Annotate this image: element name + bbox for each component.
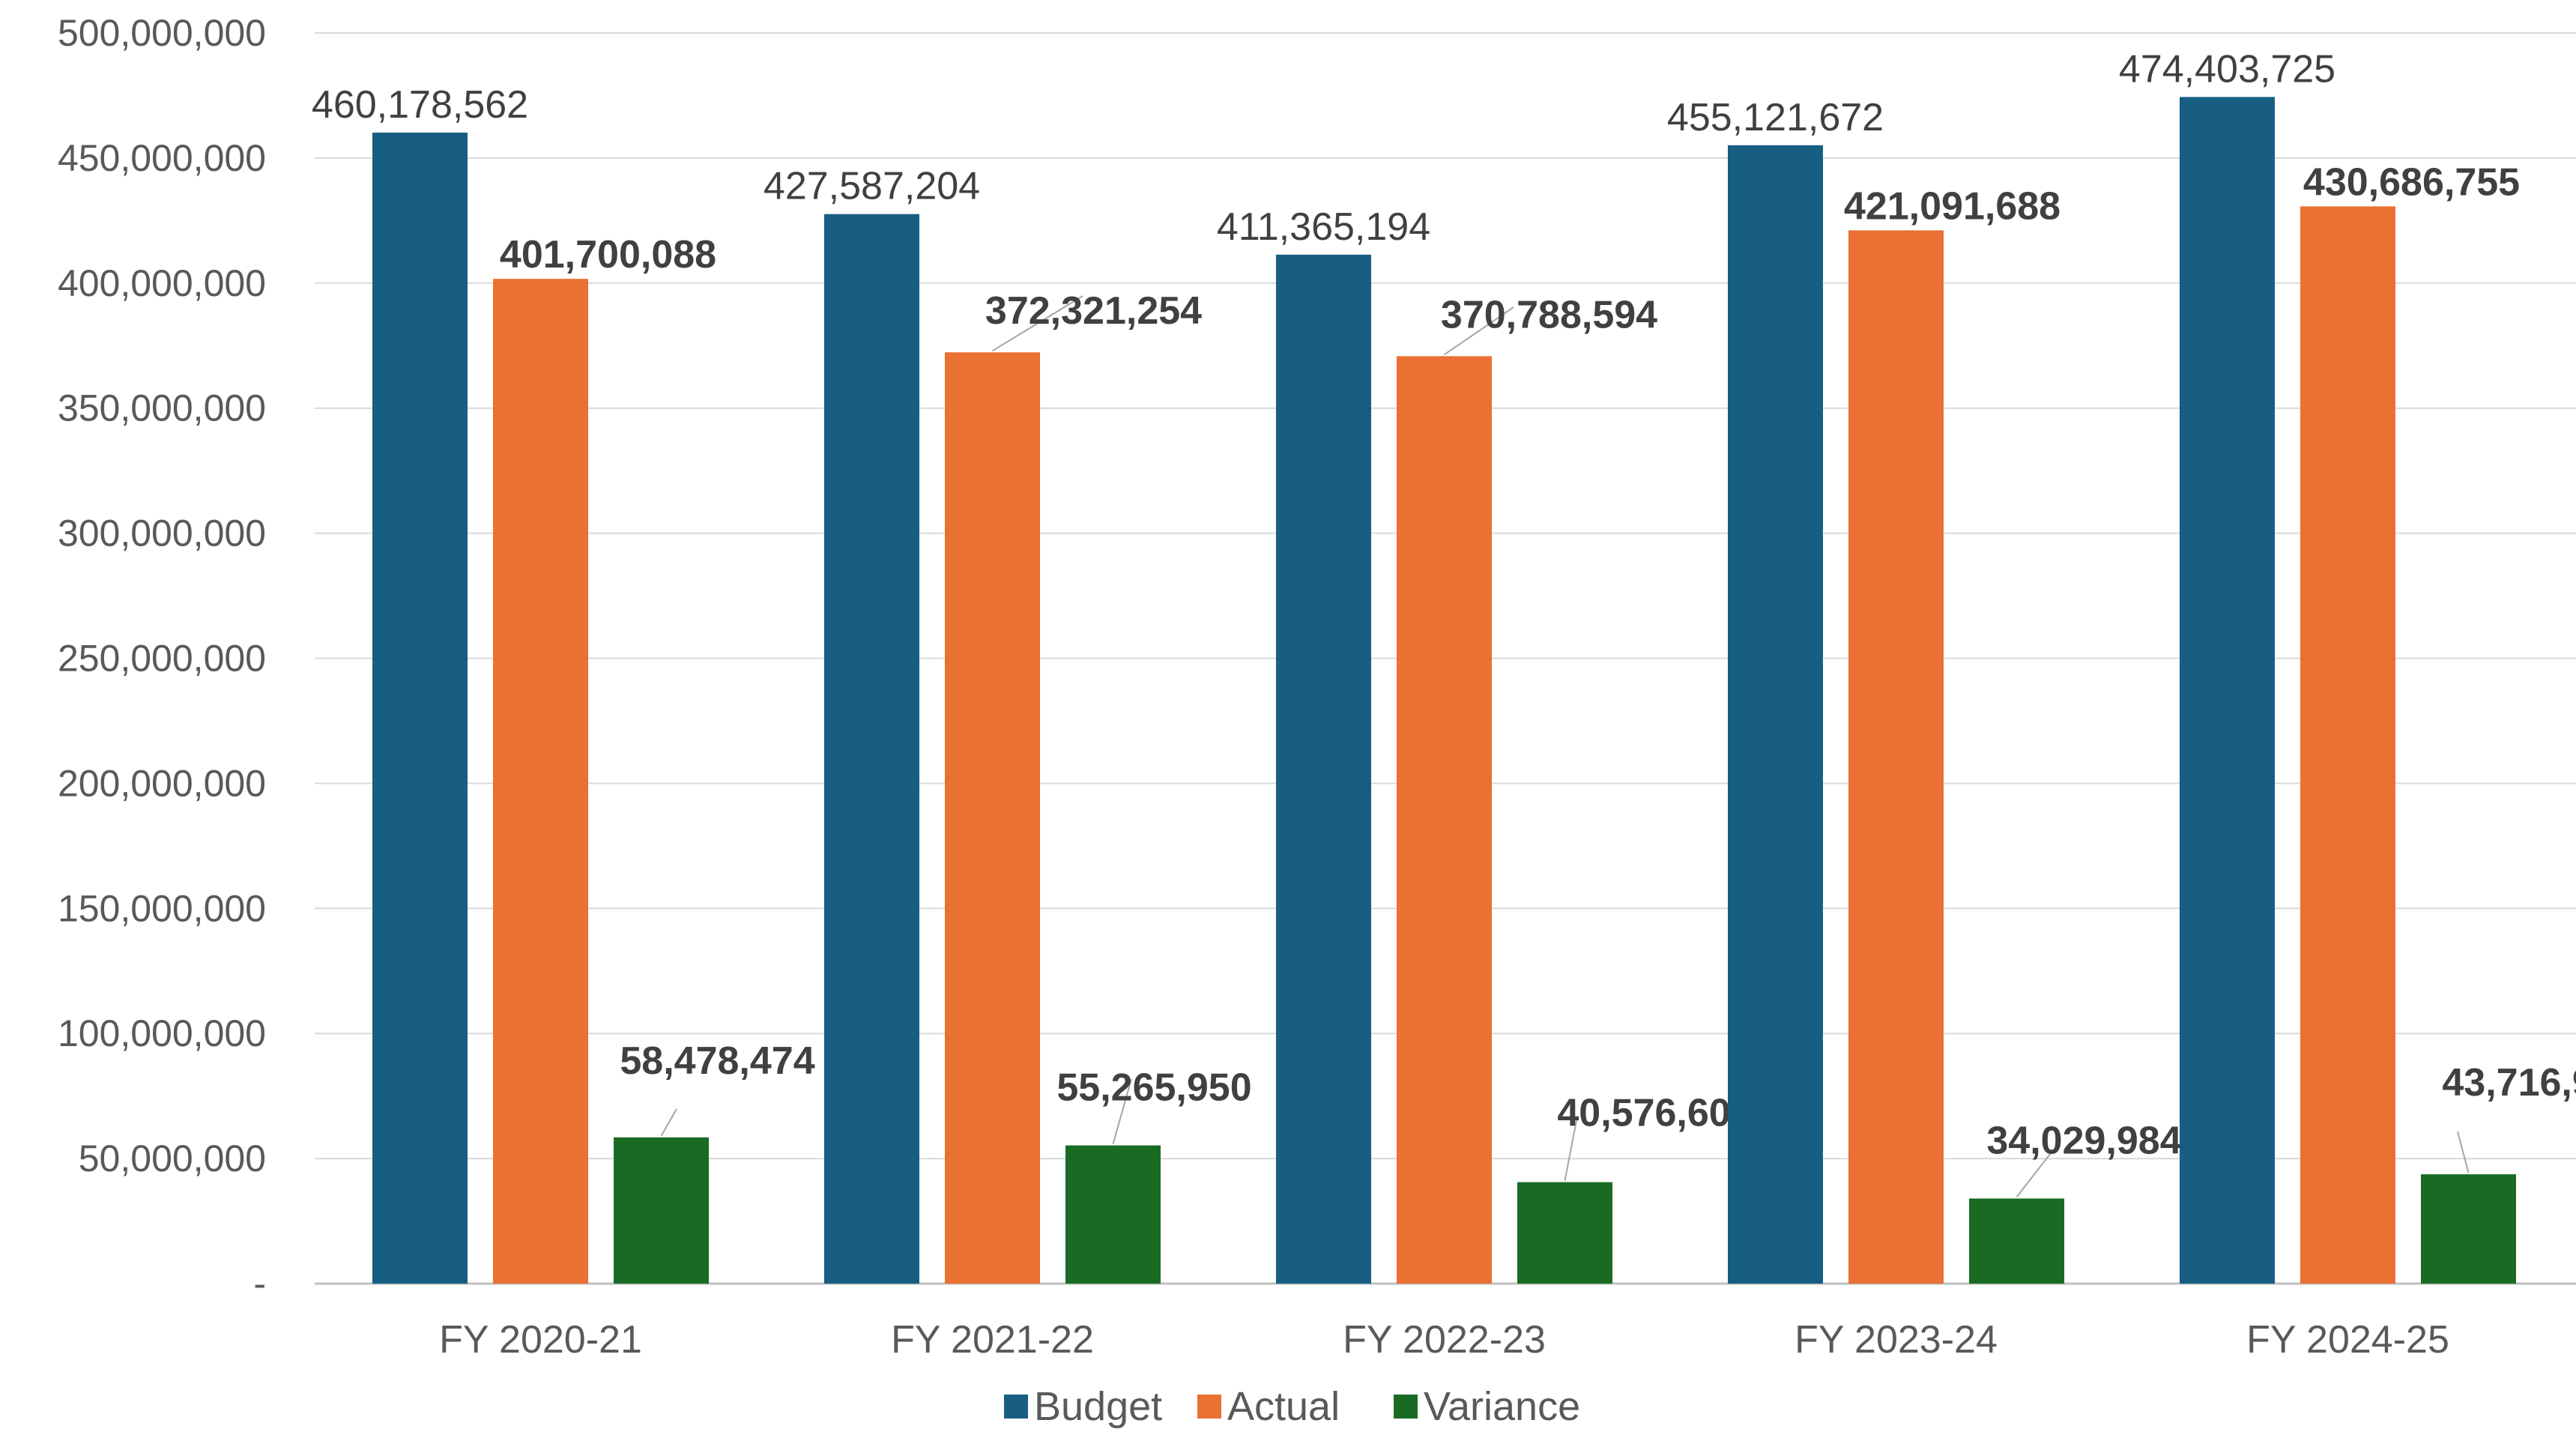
bar-actual-1: [493, 279, 588, 1284]
legend-swatch-actual: [1197, 1395, 1221, 1419]
y-tick-label: 250,000,000: [58, 638, 266, 680]
data-label-variance: 40,576,600: [1557, 1092, 1752, 1135]
bar-budget-2: [824, 214, 919, 1284]
data-label-variance: 55,265,950: [1056, 1066, 1251, 1110]
data-label-leader-line: [2016, 1150, 2054, 1198]
data-label-leader-line: [1564, 1116, 1578, 1181]
data-label-actual: 401,700,088: [500, 233, 716, 277]
data-label-variance: 43,716,970: [2442, 1061, 2576, 1105]
x-tick-label: FY 2024-25: [2246, 1318, 2449, 1362]
legend-label-variance: Variance: [1424, 1384, 1580, 1429]
bar-variance-1: [614, 1137, 709, 1284]
data-label-actual: 421,091,688: [1844, 184, 2061, 228]
data-label-leader-line: [991, 295, 1083, 352]
bar-budget-3: [1276, 254, 1371, 1284]
y-tick-label: 450,000,000: [58, 137, 266, 179]
y-tick-label: 100,000,000: [58, 1012, 266, 1054]
data-label-leader-line: [660, 1108, 677, 1137]
y-tick-label: 50,000,000: [79, 1138, 266, 1179]
bar-variance-2: [1065, 1145, 1161, 1284]
bar-variance-5: [2421, 1174, 2516, 1284]
bar-budget-5: [2180, 97, 2275, 1284]
x-tick-label: FY 2020-21: [439, 1318, 642, 1362]
x-tick-label: FY 2023-24: [1795, 1318, 1998, 1362]
data-label-budget: 474,403,725: [2119, 47, 2335, 91]
data-label-actual: 370,788,594: [1441, 293, 1657, 336]
legend-label-actual: Actual: [1227, 1384, 1340, 1429]
data-label-leader-line: [1112, 1078, 1132, 1144]
y-tick-label: 350,000,000: [58, 387, 266, 429]
legend-swatch-variance: [1394, 1395, 1418, 1419]
data-label-actual: 430,686,755: [2303, 160, 2520, 204]
bar-variance-3: [1517, 1182, 1612, 1284]
bar-budget-1: [372, 132, 468, 1284]
legend-label-budget: Budget: [1034, 1384, 1162, 1429]
data-label-leader-line: [2457, 1131, 2470, 1173]
data-label-budget: 411,365,194: [1217, 205, 1430, 249]
y-tick-label: 300,000,000: [58, 513, 266, 555]
data-label-budget: 427,587,204: [764, 165, 980, 208]
y-tick-label: 400,000,000: [58, 262, 266, 304]
data-label-actual: 372,321,254: [985, 289, 1202, 333]
bar-variance-4: [1969, 1198, 2064, 1284]
legend-swatch-budget: [1004, 1395, 1028, 1419]
bar-actual-3: [1397, 356, 1492, 1284]
bar-actual-4: [1848, 230, 1944, 1284]
data-label-variance: 58,478,474: [620, 1039, 814, 1083]
data-label-budget: 455,121,672: [1667, 96, 1884, 139]
x-tick-label: FY 2021-22: [891, 1318, 1094, 1362]
y-tick-label: -: [253, 1263, 266, 1305]
x-tick-label: FY 2022-23: [1343, 1318, 1546, 1362]
y-tick-label: 500,000,000: [58, 12, 266, 54]
y-tick-label: 200,000,000: [58, 762, 266, 804]
data-label-budget: 460,178,562: [312, 83, 528, 127]
data-label-variance: 34,029,984: [1986, 1119, 2181, 1162]
bar-actual-2: [945, 352, 1040, 1284]
y-tick-label: 150,000,000: [58, 887, 266, 929]
bar-actual-5: [2300, 206, 2395, 1284]
data-label-leader-line: [1443, 306, 1514, 356]
bar-budget-4: [1728, 145, 1823, 1284]
